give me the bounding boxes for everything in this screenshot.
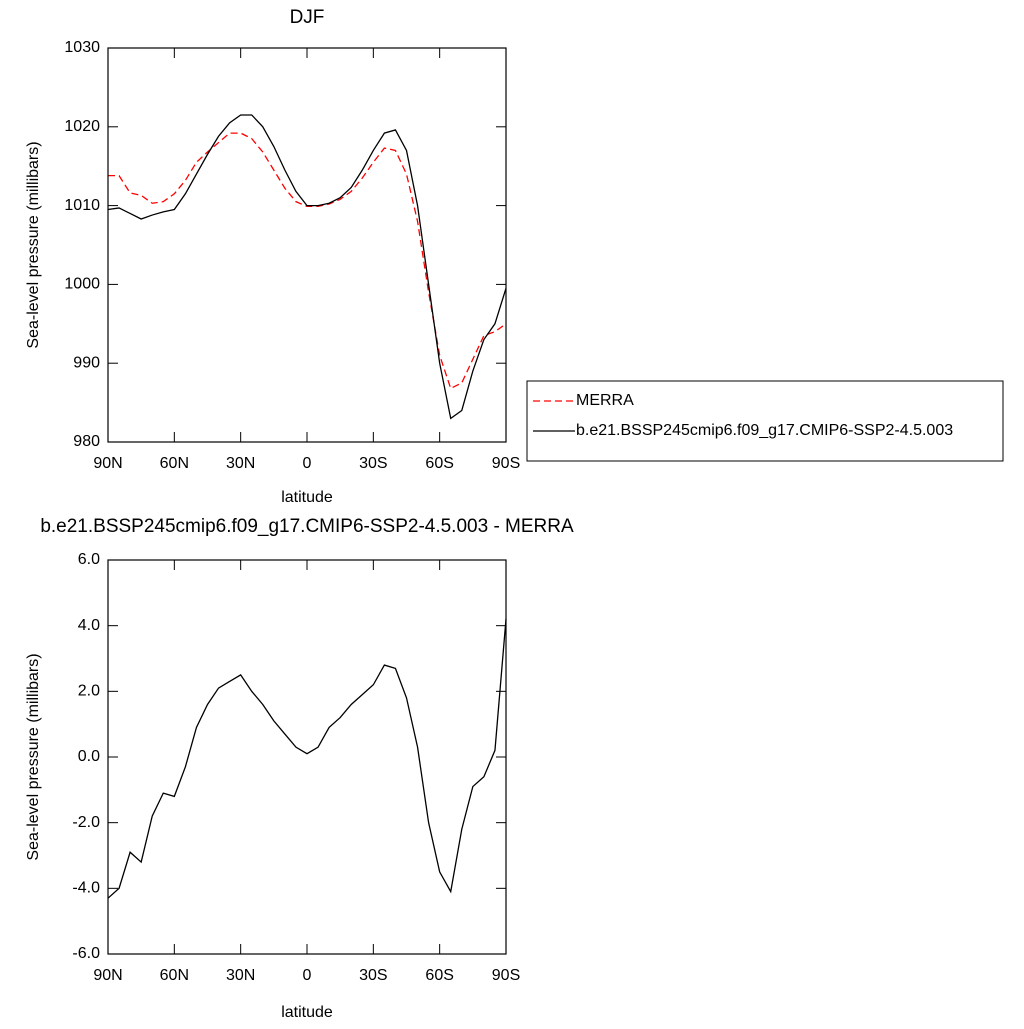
- x-tick-label: 60S: [425, 455, 453, 472]
- y-axis-label: Sea-level pressure (millibars): [25, 653, 42, 860]
- x-tick-label: 90S: [492, 455, 520, 472]
- x-axis-label: latitude: [281, 489, 333, 506]
- legend: MERRA b.e21.BSSP245cmip6.f09_g17.CMIP6-SS…: [526, 380, 1004, 462]
- y-tick-label: -6.0: [72, 945, 100, 962]
- x-tick-label: 30N: [226, 455, 255, 472]
- y-tick-label: 1020: [64, 118, 100, 135]
- plot-frame: [107, 47, 507, 443]
- y-tick-label: 4.0: [78, 617, 100, 634]
- y-axis-label: Sea-level pressure (millibars): [25, 141, 42, 348]
- data-line: [108, 132, 507, 390]
- y-tick-label: 6.0: [78, 551, 100, 568]
- x-axis-label: latitude: [281, 1004, 333, 1021]
- y-tick-label: 1010: [64, 197, 100, 214]
- y-tick-label: 990: [73, 354, 100, 371]
- x-tick-label: 90S: [492, 967, 520, 984]
- y-tick-label: 1000: [64, 276, 100, 293]
- y-tick-label: 980: [73, 433, 100, 450]
- y-tick-label: 0.0: [78, 748, 100, 765]
- x-tick-label: 90N: [93, 455, 122, 472]
- legend-label: b.e21.BSSP245cmip6.f09_g17.CMIP6-SSP2-4.…: [576, 422, 953, 439]
- data-line: [107, 619, 507, 899]
- x-tick-label: 0: [303, 967, 312, 984]
- x-tick-label: 60S: [425, 967, 453, 984]
- x-tick-label: 30N: [226, 967, 255, 984]
- x-tick-label: 60N: [160, 455, 189, 472]
- y-tick-label: -2.0: [72, 814, 100, 831]
- x-tick-label: 90N: [93, 967, 122, 984]
- data-line: [107, 114, 507, 420]
- legend-box: [526, 380, 1004, 462]
- plot-frame: [107, 559, 507, 955]
- x-tick-label: 60N: [160, 967, 189, 984]
- chart-title: DJF: [290, 7, 325, 28]
- legend-label: MERRA: [576, 392, 634, 409]
- y-tick-label: 2.0: [78, 683, 100, 700]
- x-tick-label: 0: [303, 455, 312, 472]
- chart-title: b.e21.BSSP245cmip6.f09_g17.CMIP6-SSP2-4.…: [40, 516, 574, 537]
- y-tick-label: 1030: [64, 39, 100, 56]
- x-tick-label: 30S: [359, 967, 387, 984]
- y-tick-label: -4.0: [72, 880, 100, 897]
- x-tick-label: 30S: [359, 455, 387, 472]
